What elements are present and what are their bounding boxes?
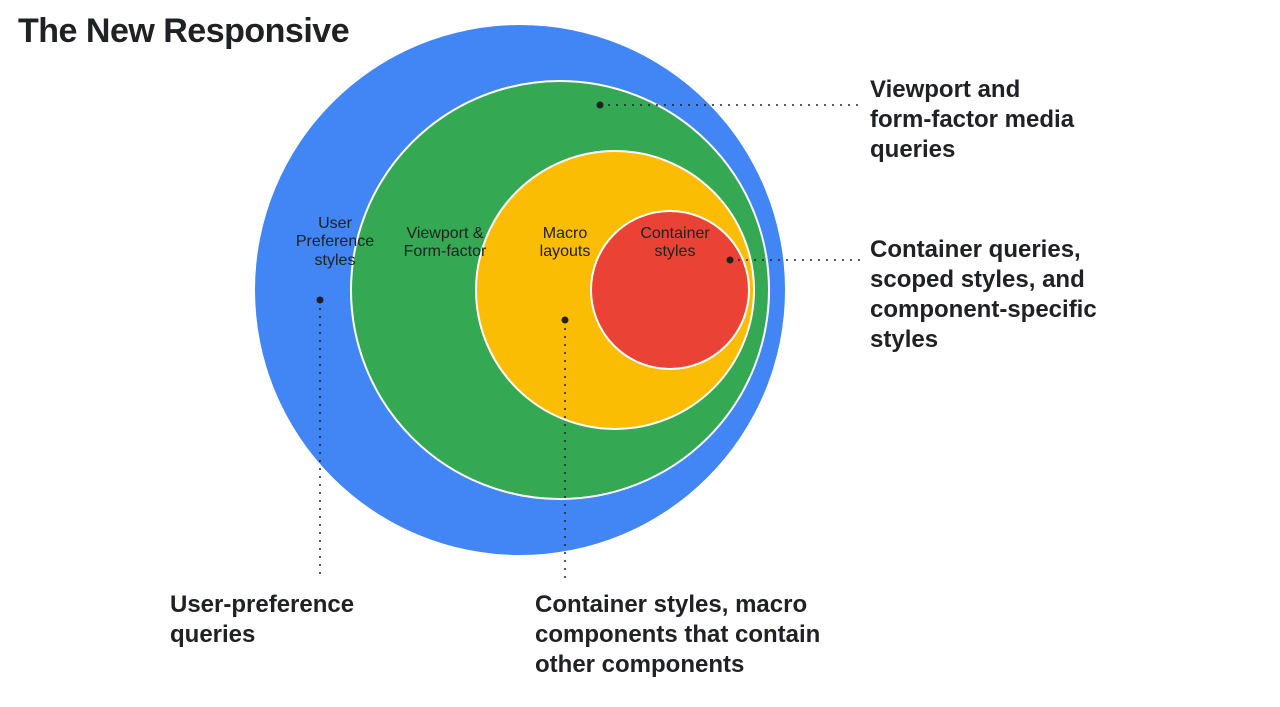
ring-label-viewport: Viewport &Form-factor <box>380 225 510 262</box>
ring-label-container: Containerstyles <box>625 225 725 262</box>
ring-label-user-pref: UserPreferencestyles <box>280 215 390 270</box>
ring-label-macro: Macrolayouts <box>520 225 610 262</box>
callout-viewport: Viewport andform-factor mediaqueries <box>870 75 1170 165</box>
callout-user-pref: User-preferencequeries <box>170 590 470 650</box>
page-title: The New Responsive <box>18 12 349 51</box>
callout-macro: Container styles, macrocomponents that c… <box>535 590 935 680</box>
callout-container: Container queries,scoped styles, andcomp… <box>870 235 1190 355</box>
diagram-stage: The New Responsive UserPreferencestyles … <box>0 0 1280 707</box>
